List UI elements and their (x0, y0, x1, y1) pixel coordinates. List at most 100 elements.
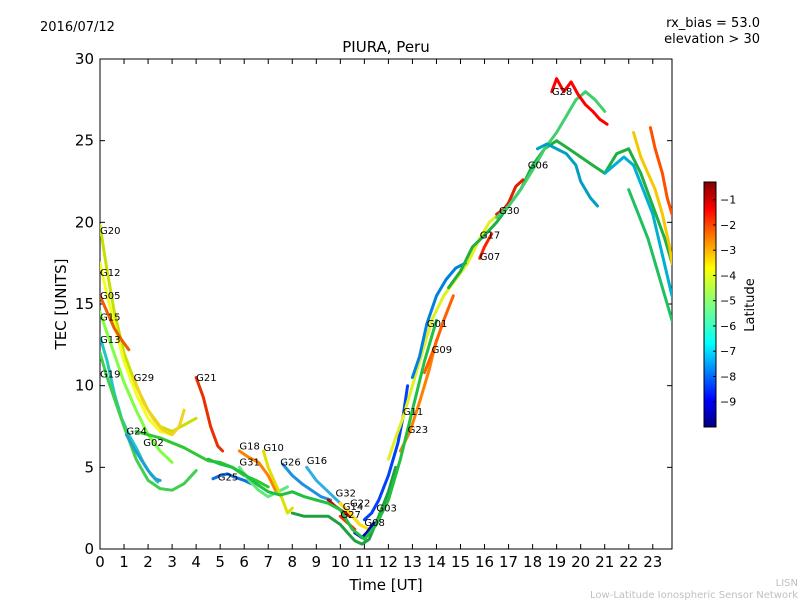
x-tick-label: 1 (119, 553, 129, 571)
series-line-g24 (124, 433, 162, 482)
series-line-g18 (237, 449, 277, 492)
footer-org-short: LISN (776, 578, 798, 589)
y-axis-label: TEC [UNITS] (52, 259, 70, 351)
x-tick-label: 11 (355, 553, 374, 571)
x-tick-label: 13 (403, 553, 422, 571)
colorbar-tick-label: −2 (720, 219, 736, 232)
x-tick-label: 22 (619, 553, 638, 571)
series-line-g22 (338, 501, 371, 531)
colorbar-ticks: −1 −2 −3 −4 −5 −6 −7 −8 −9 (713, 194, 736, 409)
x-tick-label: 18 (523, 553, 542, 571)
x-tick-label: 20 (571, 553, 590, 571)
x-axis-label: Time [UT] (348, 576, 422, 594)
x-tick-label: 16 (475, 553, 494, 571)
series-label-g23: G23 (408, 425, 428, 436)
series-line-g05 (100, 294, 131, 352)
series-label-g18: G18 (239, 441, 259, 452)
series-layer (100, 77, 672, 546)
x-tick-label: 12 (379, 553, 398, 571)
x-tick-label: 5 (215, 553, 225, 571)
series-line (206, 318, 438, 541)
series-label-g32: G32 (336, 489, 356, 500)
x-tick-label: 7 (263, 553, 273, 571)
series-line (627, 188, 672, 322)
series-line-g09 (423, 294, 455, 375)
colorbar: −1 −2 −3 −4 −5 −6 −7 −8 −9 Latitude (703, 181, 758, 428)
colorbar-tick-label: −1 (720, 194, 736, 207)
series-label-g27: G27 (340, 510, 360, 521)
series-label-g22: G22 (350, 499, 370, 510)
series-label-g03: G03 (376, 503, 396, 514)
x-tick-label: 19 (547, 553, 566, 571)
x-tick-label: 21 (595, 553, 614, 571)
series-label-g29: G29 (134, 373, 154, 384)
series-label-g19: G19 (100, 370, 120, 381)
series-label-g01: G01 (427, 319, 447, 330)
x-tick-label: 9 (312, 553, 322, 571)
series-line-g28 (550, 77, 609, 126)
series-label-g13: G13 (100, 335, 120, 346)
series-line-g17 (447, 139, 672, 290)
colorbar-tick-label: −3 (720, 244, 736, 257)
series-line-g01 (410, 261, 467, 379)
x-tick-label: 23 (643, 553, 662, 571)
x-tick-label: 6 (239, 553, 249, 571)
series-label-g02: G02 (143, 438, 163, 449)
y-tick-label: 5 (84, 458, 94, 476)
series-line-g14 (290, 465, 398, 546)
y-tick-label: 20 (75, 213, 94, 231)
series-line-g10 (261, 449, 294, 515)
series-line-g19 (100, 351, 198, 492)
series-label-g05: G05 (100, 291, 120, 302)
series-label-g24: G24 (126, 427, 146, 438)
series-label-g17: G17 (480, 231, 500, 242)
series-label-g09: G09 (432, 345, 452, 356)
x-tick-label: 2 (143, 553, 153, 571)
footer-org-long: Low-Latitude Ionospheric Sensor Network (590, 590, 798, 600)
series-line (603, 155, 672, 298)
x-tick-label: 10 (331, 553, 350, 571)
series-label-g06: G06 (528, 160, 548, 171)
x-tick-label: 17 (499, 553, 518, 571)
series-label-g28: G28 (552, 87, 572, 98)
x-tick-label: 14 (427, 553, 446, 571)
y-tick-label: 0 (84, 540, 94, 558)
series-label-g15: G15 (100, 312, 120, 323)
series-label-g31: G31 (239, 458, 259, 469)
colorbar-tick-label: −4 (720, 269, 736, 282)
series-line (648, 126, 672, 216)
colorbar-gradient (703, 181, 717, 428)
colorbar-tick-label: −7 (720, 345, 736, 358)
series-line (632, 131, 672, 265)
series-label-g25: G25 (218, 472, 238, 483)
series-label-g14: G14 (343, 502, 363, 513)
series-line-g11 (386, 212, 501, 461)
series-label-g26: G26 (280, 458, 300, 469)
series-line (535, 142, 599, 208)
x-tick-label: 15 (451, 553, 470, 571)
x-tick-label: 8 (287, 553, 297, 571)
x-tick-label: 0 (95, 553, 105, 571)
y-tick-label: 15 (75, 295, 94, 313)
series-line-g29 (132, 376, 186, 437)
series-label-g10: G10 (263, 443, 283, 454)
series-line-g07 (478, 232, 494, 260)
y-tick-label: 25 (75, 132, 94, 150)
x-tick-label: 4 (191, 553, 201, 571)
series-label-g12: G12 (100, 268, 120, 279)
series-label-g16: G16 (307, 456, 327, 467)
series-line-g25 (211, 472, 253, 486)
y-tick-label: 30 (75, 50, 94, 68)
series-line-g26 (281, 462, 333, 502)
elevation-label: elevation > 30 (664, 32, 760, 47)
series-label-g21: G21 (196, 373, 216, 384)
series-line-g21 (194, 376, 225, 453)
axes: 0 1 2 3 4 5 6 7 8 9 10 11 12 13 14 15 16 17 18 19 20 21 22 2305… (75, 50, 672, 571)
colorbar-tick-label: −8 (720, 370, 736, 383)
date-label: 2016/07/12 (40, 20, 115, 35)
colorbar-label: Latitude (743, 278, 758, 332)
series-label-g11: G11 (403, 407, 423, 418)
series-label-g20: G20 (100, 226, 120, 237)
